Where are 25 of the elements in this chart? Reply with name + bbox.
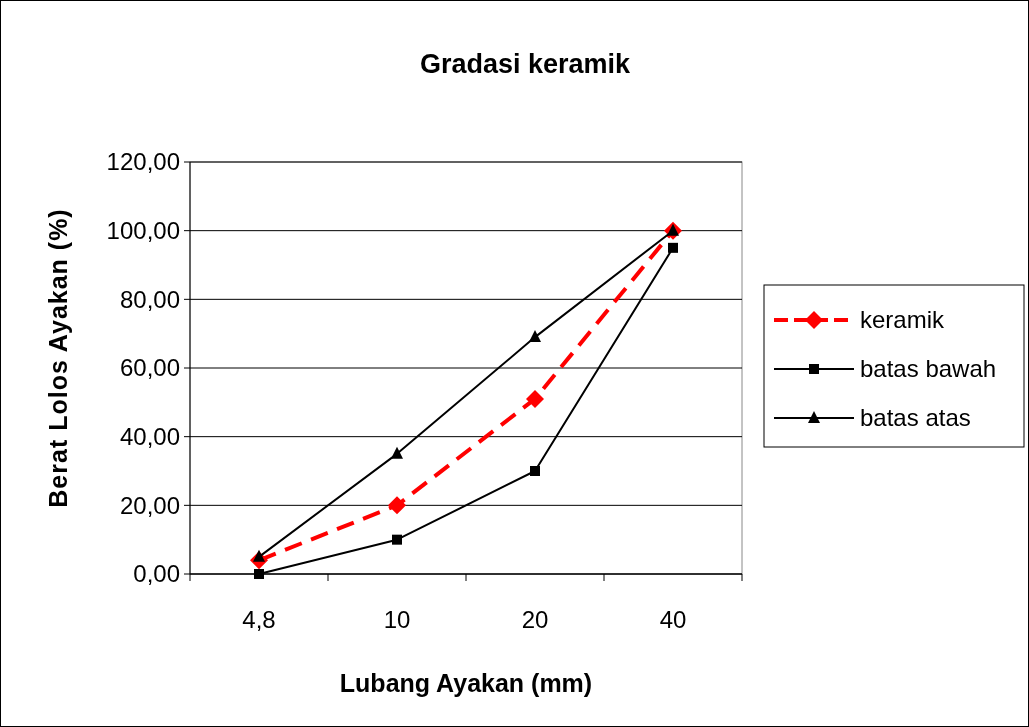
point (254, 569, 264, 579)
x-axis-title: Lubang Ayakan (mm) (339, 669, 593, 697)
point (668, 242, 678, 253)
point (530, 466, 540, 476)
legend-label: batas bawah (860, 355, 997, 383)
y-tick-label: 80,00 (119, 285, 180, 313)
y-tick-label: 0,00 (133, 560, 180, 588)
point (391, 446, 403, 459)
point (526, 389, 544, 408)
point (392, 534, 402, 545)
y-tick-label: 100,00 (106, 217, 180, 245)
point (388, 496, 406, 515)
x-tick-label: 40 (659, 606, 687, 633)
y-tick-label: 60,00 (119, 354, 180, 382)
y-axis-title: Berat Lolos Ayakan (%) (44, 208, 72, 508)
point (529, 330, 541, 343)
chart-title: Gradasi keramik (419, 49, 632, 79)
legend-label: batas atas (860, 404, 971, 432)
x-tick-label: 4,8 (242, 606, 276, 633)
legend-label: keramik (860, 306, 946, 334)
x-tick-label: 20 (521, 606, 549, 633)
y-tick-label: 40,00 (119, 423, 180, 451)
y-tick-label: 120,00 (106, 148, 180, 176)
x-tick-label: 10 (383, 606, 411, 633)
y-tick-label: 20,00 (119, 491, 180, 519)
